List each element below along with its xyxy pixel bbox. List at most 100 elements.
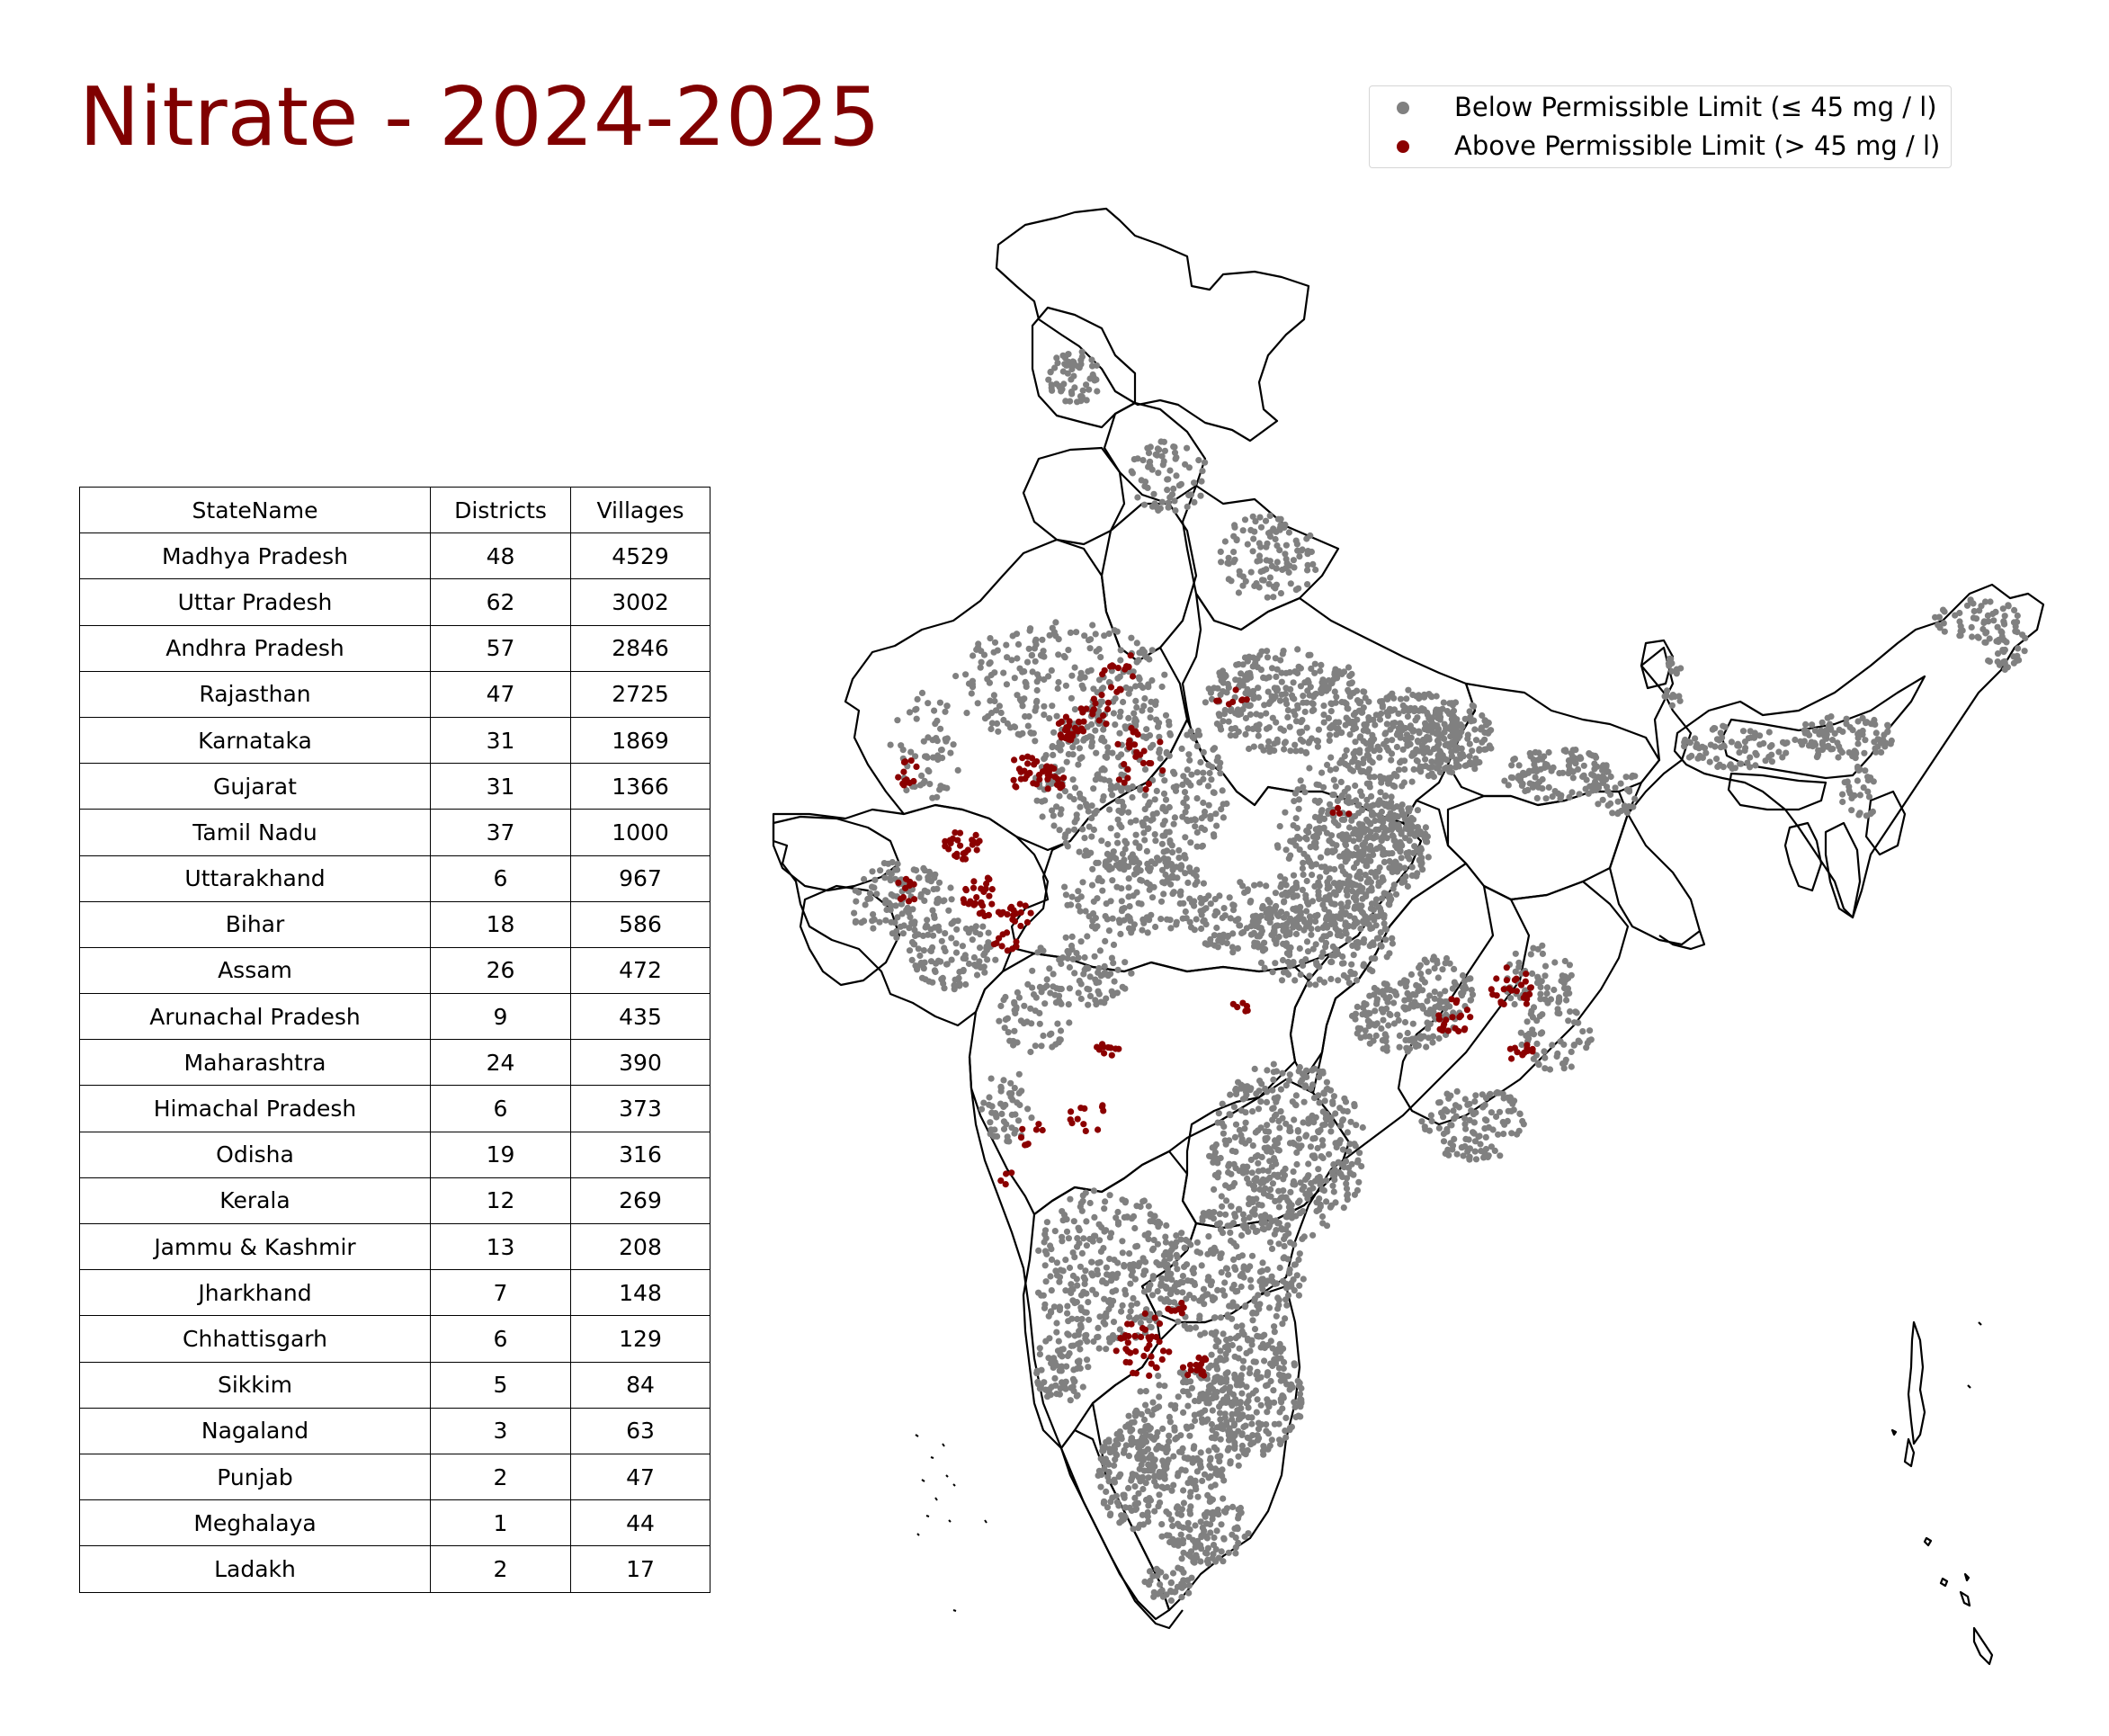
below-limit-point <box>1571 1019 1578 1026</box>
below-limit-point <box>1303 877 1310 885</box>
below-limit-point <box>1389 737 1396 744</box>
below-limit-point <box>1299 546 1306 553</box>
below-limit-point <box>1302 956 1309 963</box>
below-limit-point <box>1102 913 1109 920</box>
below-limit-point <box>1233 1382 1240 1389</box>
below-limit-point <box>1130 871 1138 878</box>
below-limit-point <box>1372 817 1379 825</box>
below-limit-point <box>1560 1065 1568 1072</box>
below-limit-point <box>1227 1237 1235 1245</box>
below-limit-point <box>1291 741 1299 748</box>
below-limit-point <box>1227 1091 1234 1098</box>
below-limit-point <box>1130 456 1138 463</box>
below-limit-point <box>952 673 960 680</box>
below-limit-point <box>1294 1127 1301 1134</box>
below-limit-point <box>1126 903 1133 910</box>
below-limit-point <box>1085 1299 1092 1306</box>
below-limit-point <box>1050 812 1057 819</box>
below-limit-point <box>1101 962 1108 970</box>
below-limit-point <box>1527 951 1534 958</box>
below-limit-point <box>1422 763 1429 770</box>
below-limit-point <box>1308 665 1315 673</box>
below-limit-point <box>1296 1197 1303 1204</box>
cell-statename: Uttar Pradesh <box>79 578 431 626</box>
below-limit-point <box>1311 669 1318 676</box>
below-limit-point <box>1409 1020 1416 1027</box>
below-limit-point <box>1178 1230 1185 1237</box>
below-limit-point <box>1261 1331 1268 1338</box>
below-limit-point <box>1113 832 1121 839</box>
below-limit-point <box>1079 1197 1086 1204</box>
below-limit-point <box>1466 708 1473 715</box>
below-limit-point <box>1295 1135 1302 1142</box>
below-limit-point <box>1568 971 1575 979</box>
below-limit-point <box>1140 829 1148 837</box>
below-limit-point <box>1099 765 1107 773</box>
below-limit-point <box>1050 751 1057 759</box>
below-limit-point <box>1143 847 1150 855</box>
below-limit-point <box>1353 939 1360 946</box>
below-limit-point <box>1579 773 1586 781</box>
below-limit-point <box>1286 562 1293 569</box>
below-limit-point <box>1319 1068 1327 1075</box>
below-limit-point <box>1594 763 1601 770</box>
below-limit-point <box>1079 879 1086 886</box>
below-limit-point <box>1376 817 1383 824</box>
below-limit-point <box>1145 450 1153 457</box>
below-limit-point <box>1360 919 1367 926</box>
boundary-north <box>995 207 1310 443</box>
below-limit-point <box>1077 938 1085 945</box>
below-limit-point <box>1233 1303 1240 1311</box>
below-limit-point <box>1358 908 1365 916</box>
below-limit-point <box>1254 1227 1261 1235</box>
below-limit-point <box>1343 747 1350 754</box>
below-limit-point <box>1147 714 1154 721</box>
below-limit-point <box>1304 567 1311 574</box>
below-limit-point <box>1182 855 1189 862</box>
below-limit-point <box>1218 1269 1225 1276</box>
below-limit-point <box>1542 962 1550 970</box>
below-limit-point <box>1083 1242 1090 1249</box>
below-limit-point <box>1139 926 1146 934</box>
below-limit-point <box>1268 1149 1275 1156</box>
below-limit-point <box>1119 807 1126 815</box>
below-limit-point <box>1296 1250 1303 1257</box>
below-limit-point <box>1294 646 1301 653</box>
below-limit-point <box>1236 711 1243 719</box>
below-limit-point <box>1074 398 1081 406</box>
below-limit-point <box>1124 784 1131 792</box>
below-limit-point <box>1381 1031 1389 1038</box>
below-limit-point <box>1091 1213 1098 1221</box>
below-limit-point <box>1331 1172 1338 1179</box>
below-limit-point <box>1367 842 1374 850</box>
below-limit-point <box>1108 988 1115 995</box>
below-limit-point <box>1065 1001 1072 1008</box>
below-limit-point <box>1086 637 1093 644</box>
below-limit-point <box>1383 986 1390 993</box>
below-limit-point <box>1290 1168 1297 1176</box>
below-limit-point <box>1107 783 1115 790</box>
table-row: Gujarat 31 1366 <box>79 763 710 810</box>
below-limit-point <box>1077 755 1084 763</box>
cell-districts: 12 <box>430 1177 571 1225</box>
below-limit-point <box>1216 1211 1223 1218</box>
below-limit-point <box>1175 855 1183 862</box>
below-limit-point <box>1338 729 1345 737</box>
cell-villages: 3002 <box>570 578 710 626</box>
below-limit-point <box>1315 1166 1322 1173</box>
below-limit-point <box>1355 1178 1363 1186</box>
below-limit-point <box>1251 1205 1258 1213</box>
below-limit-point <box>969 677 976 685</box>
below-limit-point <box>1042 1278 1050 1285</box>
below-limit-point <box>1440 699 1447 706</box>
below-limit-point <box>1282 555 1290 563</box>
below-limit-point <box>1239 682 1247 689</box>
below-limit-point <box>1071 1254 1078 1261</box>
below-limit-point <box>1199 1293 1206 1301</box>
below-limit-point <box>888 871 895 878</box>
below-limit-point <box>1397 838 1404 846</box>
below-limit-point <box>1482 1133 1489 1141</box>
below-limit-point <box>1086 386 1093 393</box>
below-limit-point <box>1300 859 1307 866</box>
below-limit-point <box>1041 1304 1049 1311</box>
